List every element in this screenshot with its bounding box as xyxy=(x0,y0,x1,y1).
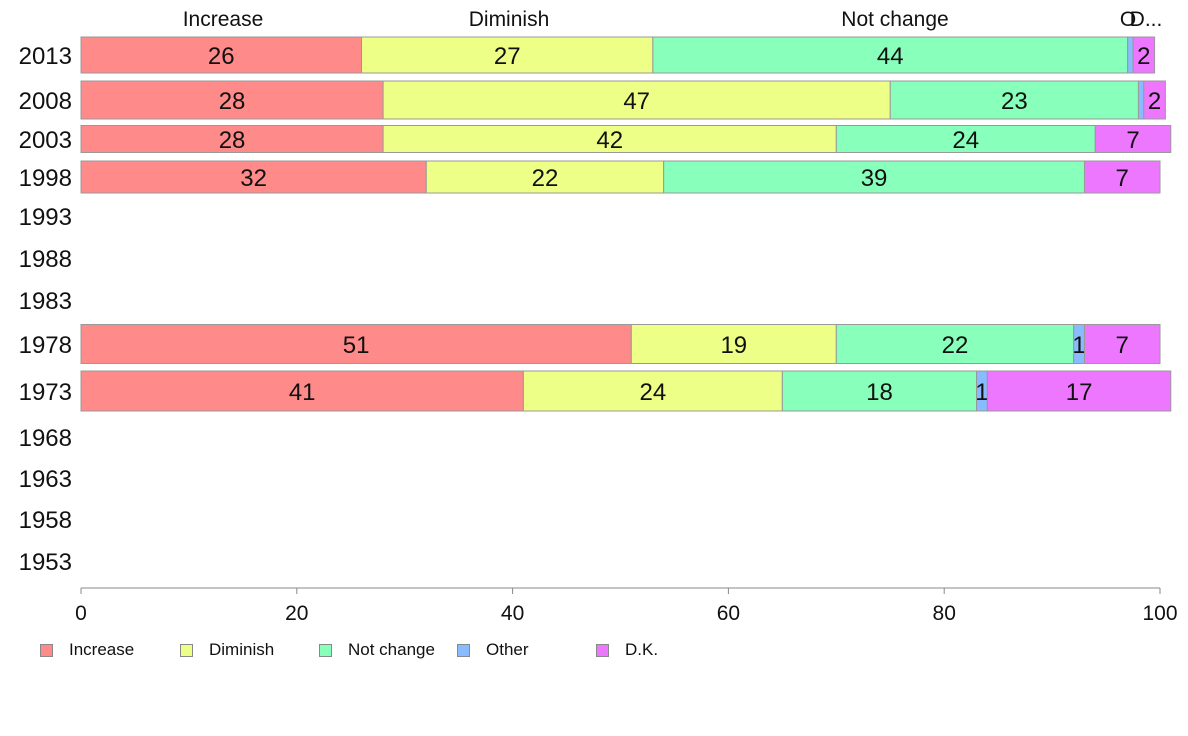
bar-segment-not-change xyxy=(781,370,978,412)
data-label: 42 xyxy=(596,127,623,154)
data-label: 23 xyxy=(1001,88,1028,115)
bar-segment-not-change xyxy=(889,80,1139,120)
bar-segment-d-k xyxy=(1094,125,1172,153)
data-label: 7 xyxy=(1116,165,1129,192)
bar-segment-other xyxy=(1127,36,1134,74)
data-label: 18 xyxy=(866,379,893,406)
y-tick-label: 1953 xyxy=(19,549,72,576)
bar-segment-diminish xyxy=(361,36,654,74)
data-label: 28 xyxy=(219,88,246,115)
x-tick-label: 100 xyxy=(1142,602,1177,625)
legend-label: Other xyxy=(486,640,529,659)
series-header-label: Diminish xyxy=(469,8,550,31)
data-label: 22 xyxy=(532,165,559,192)
legend-label: Not change xyxy=(348,640,435,659)
y-tick-label: 1958 xyxy=(19,507,72,534)
data-label: 17 xyxy=(1066,379,1093,406)
bar-segment-diminish xyxy=(382,80,891,120)
y-tick-label: 1993 xyxy=(19,204,72,231)
legend-label: Increase xyxy=(69,640,135,659)
bar-segment-d-k xyxy=(1143,80,1166,120)
legend-swatch xyxy=(180,643,193,657)
bar-segment-d-k xyxy=(1083,160,1161,194)
legend-item: Diminish xyxy=(180,640,274,660)
bar-segment-d-k xyxy=(986,370,1172,412)
series-header-label: Increase xyxy=(183,8,264,31)
bar-segment-diminish xyxy=(425,160,665,194)
x-tick-label: 60 xyxy=(717,602,740,625)
data-label: 1 xyxy=(1072,332,1085,359)
x-tick-label: 20 xyxy=(285,602,308,625)
y-tick-label: 2008 xyxy=(19,88,72,115)
data-label: 28 xyxy=(219,127,246,154)
data-label: 39 xyxy=(861,165,888,192)
x-tick-label: 80 xyxy=(933,602,956,625)
x-tick-label: 40 xyxy=(501,602,524,625)
bar-segment-d-k xyxy=(1083,324,1161,364)
legend-item: Increase xyxy=(40,640,134,660)
bar-segment-increase xyxy=(80,370,524,412)
bar-segment-diminish xyxy=(630,324,837,364)
bar-segment-other xyxy=(1137,80,1145,120)
legend-swatch xyxy=(596,643,609,657)
y-tick-label: 1973 xyxy=(19,379,72,406)
data-label: 2 xyxy=(1148,88,1161,115)
series-header-label: D... xyxy=(1130,8,1163,31)
data-label: 1 xyxy=(975,379,988,406)
legend-item: D.K. xyxy=(596,640,658,660)
y-tick-label: 1978 xyxy=(19,332,72,359)
bar-segment-increase xyxy=(80,80,384,120)
data-label: 7 xyxy=(1116,332,1129,359)
legend-swatch xyxy=(319,643,332,657)
legend-item: Not change xyxy=(319,640,435,660)
y-tick-label: 1983 xyxy=(19,288,72,315)
x-tick-label: 0 xyxy=(75,602,87,625)
data-label: 44 xyxy=(877,43,904,70)
legend-swatch xyxy=(457,643,470,657)
bar-segment-increase xyxy=(80,324,632,364)
y-tick-label: 2003 xyxy=(19,127,72,154)
bar-segment-increase xyxy=(80,125,384,153)
data-label: 51 xyxy=(343,332,370,359)
legend-label: D.K. xyxy=(625,640,659,659)
bar-segment-increase xyxy=(80,160,427,194)
y-tick-label: 1968 xyxy=(19,425,72,452)
data-label: 41 xyxy=(289,379,316,406)
data-label: 22 xyxy=(942,332,969,359)
data-label: 27 xyxy=(494,43,521,70)
y-tick-label: 1988 xyxy=(19,246,72,273)
legend-item: Other xyxy=(457,640,529,660)
data-label: 24 xyxy=(952,127,979,154)
legend-label: Diminish xyxy=(209,640,275,659)
series-header-label: O xyxy=(1120,8,1136,31)
y-tick-label: 1998 xyxy=(19,165,72,192)
bar-segment-not-change xyxy=(835,324,1075,364)
data-label: 26 xyxy=(208,43,235,70)
legend-swatch xyxy=(40,643,53,657)
data-label: 19 xyxy=(720,332,747,359)
series-header-label: Not change xyxy=(841,8,948,31)
bar-segment-d-k xyxy=(1132,36,1156,74)
data-label: 24 xyxy=(640,379,667,406)
bar-segment-diminish xyxy=(382,125,837,153)
bar-segment-not-change xyxy=(663,160,1085,194)
data-label: 32 xyxy=(240,165,267,192)
data-label: 7 xyxy=(1126,127,1139,154)
y-tick-label: 2013 xyxy=(19,43,72,70)
bar-segment-diminish xyxy=(522,370,783,412)
y-tick-label: 1963 xyxy=(19,466,72,493)
data-label: 2 xyxy=(1137,43,1150,70)
data-label: 47 xyxy=(623,88,650,115)
